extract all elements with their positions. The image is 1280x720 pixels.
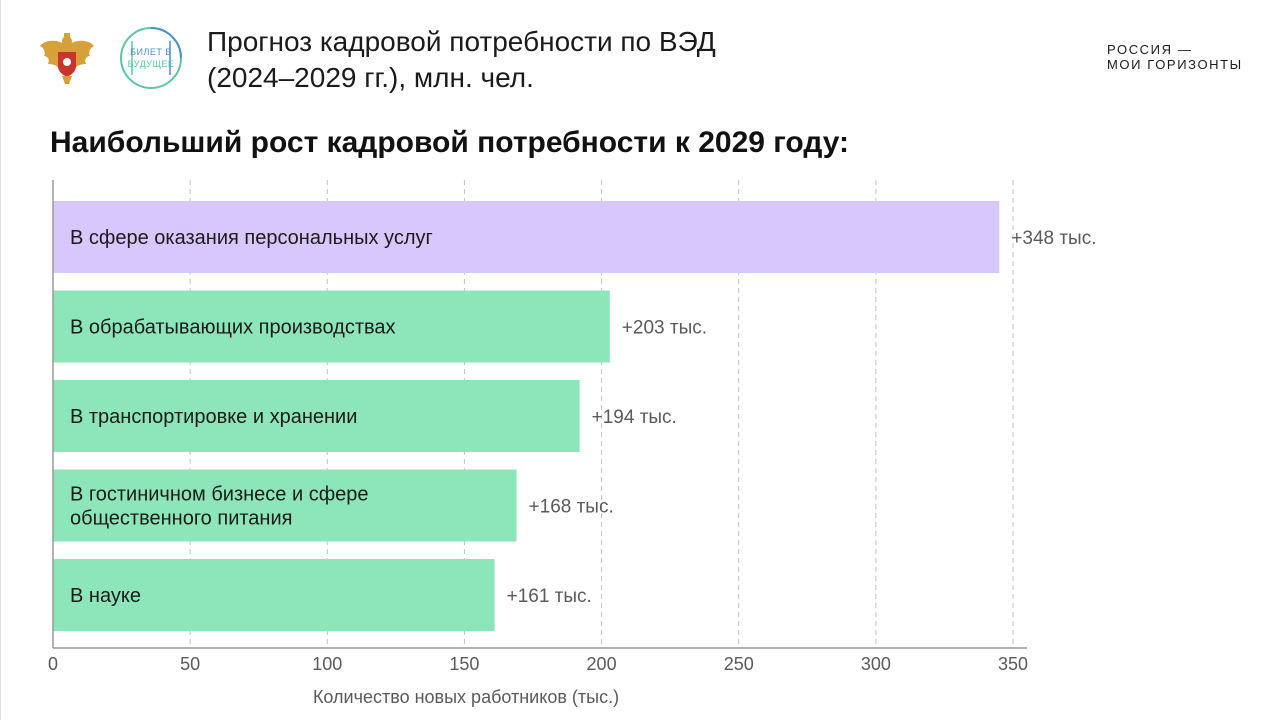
x-tick-label: 300 [861,654,891,674]
data-label: +348 тыс. [1011,228,1096,249]
bar-category-label: общественного питания [70,508,292,530]
x-tick-label: 350 [998,654,1028,674]
brand-logo: РОССИЯ — МОИ ГОРИЗОНТЫ [1107,42,1243,72]
bar [53,290,610,363]
left-edge-rule [0,0,1,720]
bar-category-label: В транспортировке и хранении [70,406,357,428]
x-tick-label: 150 [449,654,479,674]
x-tick-label: 250 [724,654,754,674]
bar-category-label: В науке [70,585,141,607]
bar [53,380,580,452]
page-title: Прогноз кадровой потребности по ВЭД (202… [207,24,847,96]
page-title-line2: (2024–2029 гг.), млн. чел. [207,62,534,93]
x-tick-label: 50 [180,654,200,674]
bar [53,559,495,631]
logo-text-line1: БИЛЕТ В [130,47,172,57]
x-tick-label: 100 [312,654,342,674]
page-title-line1: Прогноз кадровой потребности по ВЭД [207,26,716,57]
bar-category-label: В сфере оказания персональных услуг [70,227,433,249]
brand-line1: РОССИЯ — [1107,42,1193,57]
chart-heading: Наибольший рост кадровой потребности к 2… [50,126,850,159]
brand-line2: МОИ ГОРИЗОНТЫ [1107,57,1243,72]
data-label: +161 тыс. [507,586,592,607]
data-label: +194 тыс. [592,407,677,428]
bar-category-label: В гостиничном бизнесе и сфере [70,484,369,506]
logo-text-line2: БУДУЩЕЕ [128,59,175,69]
x-axis-label: Количество новых работников (тыс.) [313,687,619,707]
data-label: +168 тыс. [529,497,614,518]
bar-category-label: В обрабатывающих производствах [70,317,396,339]
bilet-v-budushchee-logo: БИЛЕТ В БУДУЩЕЕ [120,27,182,89]
x-tick-label: 200 [587,654,617,674]
bar [53,201,1000,273]
bar [53,469,517,542]
x-tick-label: 0 [48,654,58,674]
coat-of-arms-icon [40,33,94,84]
data-label: +203 тыс. [622,318,707,339]
